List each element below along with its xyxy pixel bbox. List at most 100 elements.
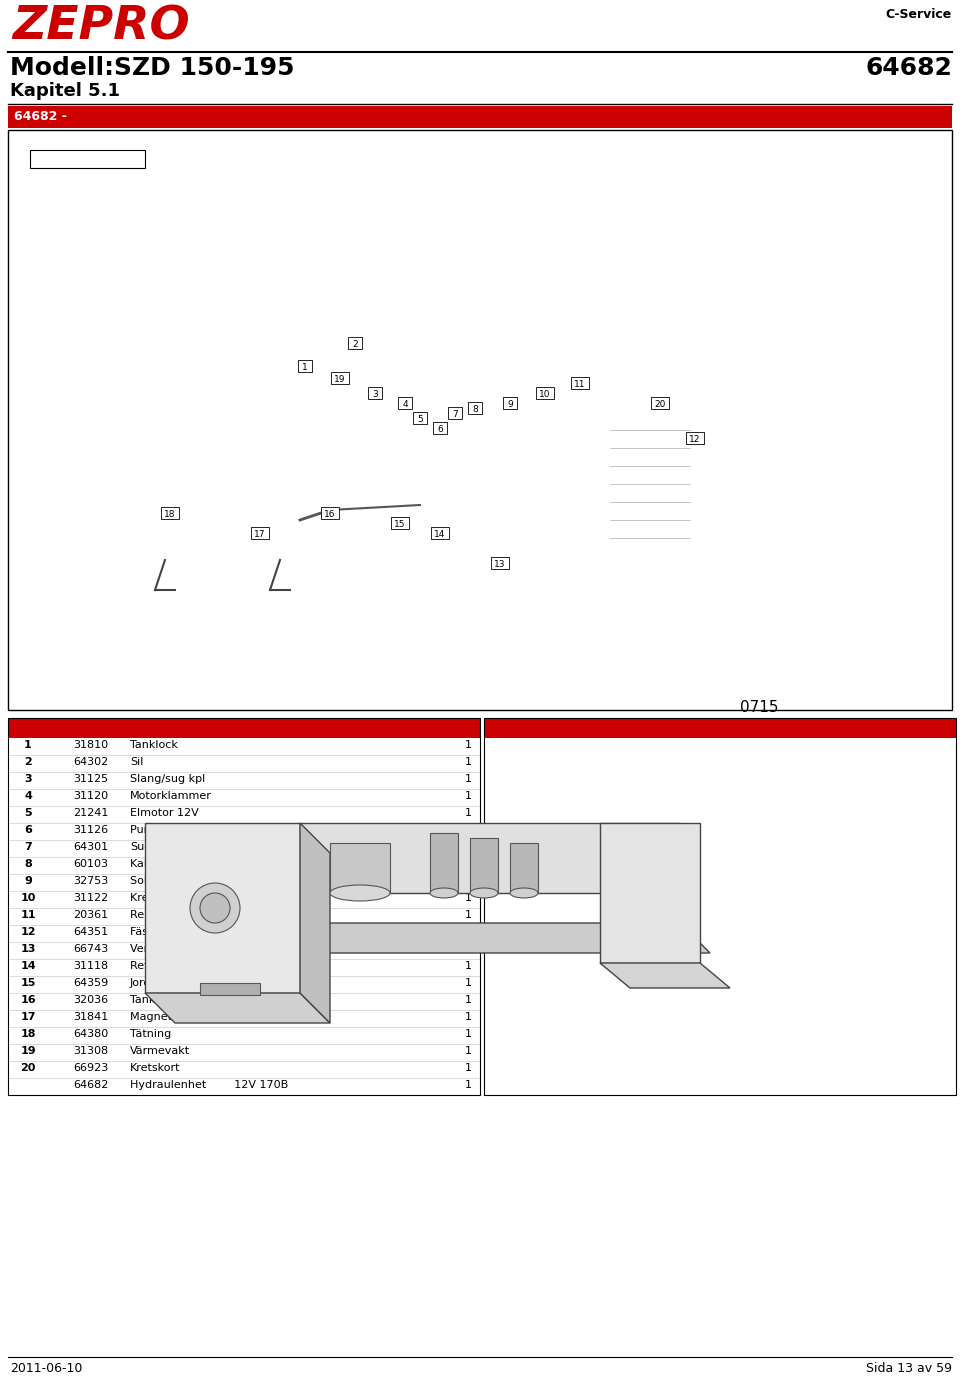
- Text: 20361: 20361: [73, 910, 108, 920]
- Text: 6: 6: [24, 826, 32, 835]
- Bar: [368, 387, 382, 400]
- Polygon shape: [600, 963, 730, 987]
- Bar: [8, 1044, 480, 1061]
- Text: 3: 3: [372, 390, 378, 400]
- Text: Tätning: Tätning: [130, 1029, 171, 1039]
- Bar: [330, 844, 390, 893]
- Polygon shape: [145, 993, 330, 1023]
- Text: 5: 5: [418, 415, 422, 425]
- Bar: [448, 407, 462, 419]
- Text: 31308: 31308: [73, 1046, 108, 1057]
- Polygon shape: [145, 823, 300, 993]
- Text: Sugvinkel: Sugvinkel: [130, 842, 184, 852]
- Text: Art. nr.: Art. nr.: [73, 721, 120, 734]
- Bar: [8, 1028, 480, 1044]
- Bar: [430, 833, 458, 893]
- Bar: [536, 387, 554, 400]
- Text: Pump P13 kpl.: Pump P13 kpl.: [130, 826, 209, 835]
- Text: 16: 16: [324, 510, 336, 519]
- Text: 64682: 64682: [865, 55, 952, 80]
- Text: 17: 17: [254, 530, 266, 539]
- Text: Jordkabel L=3m kpl.: Jordkabel L=3m kpl.: [130, 978, 242, 987]
- Text: 20: 20: [655, 400, 665, 409]
- Bar: [161, 508, 179, 519]
- Text: Benämning: Benämning: [606, 721, 681, 734]
- Text: 1: 1: [465, 910, 472, 920]
- Bar: [468, 402, 482, 414]
- Text: 32036: 32036: [73, 994, 108, 1005]
- Text: 14: 14: [20, 961, 36, 971]
- Text: 1: 1: [465, 740, 472, 750]
- Polygon shape: [600, 823, 700, 963]
- Text: 1: 1: [465, 826, 472, 835]
- Text: 64380: 64380: [73, 1029, 108, 1039]
- Text: 1: 1: [465, 842, 472, 852]
- Bar: [298, 360, 312, 372]
- Text: Returslang kpl: Returslang kpl: [130, 961, 210, 971]
- Text: 64301: 64301: [73, 842, 108, 852]
- Text: Kapitel 5.1: Kapitel 5.1: [10, 82, 120, 100]
- Bar: [651, 397, 669, 409]
- Text: 8: 8: [24, 859, 32, 869]
- Text: 1: 1: [465, 1046, 472, 1057]
- Bar: [8, 909, 480, 925]
- Text: 1: 1: [465, 1012, 472, 1022]
- Text: 15: 15: [395, 520, 406, 530]
- Text: 1: 1: [302, 362, 308, 372]
- Bar: [8, 874, 480, 891]
- Bar: [8, 772, 480, 788]
- Bar: [8, 891, 480, 909]
- Text: 1: 1: [465, 1064, 472, 1073]
- Text: 17: 17: [20, 1012, 36, 1022]
- Text: Värmevakt: Värmevakt: [130, 1046, 190, 1057]
- Bar: [503, 397, 517, 409]
- Text: Solenoid 12V: Solenoid 12V: [130, 875, 204, 887]
- Text: 5: 5: [24, 808, 32, 817]
- Text: Benämning: Benämning: [130, 721, 204, 734]
- Bar: [8, 1077, 480, 1095]
- Bar: [398, 397, 412, 409]
- Text: Motorklammer: Motorklammer: [130, 791, 212, 801]
- Text: 2: 2: [24, 757, 32, 768]
- Bar: [8, 958, 480, 976]
- Text: 1: 1: [465, 927, 472, 938]
- Bar: [8, 823, 480, 839]
- Text: Kretskort: Kretskort: [130, 1064, 180, 1073]
- Text: 1: 1: [465, 791, 472, 801]
- Bar: [321, 508, 339, 519]
- Bar: [484, 718, 956, 1095]
- Bar: [470, 838, 498, 893]
- Bar: [8, 755, 480, 772]
- Text: 64682: 64682: [73, 1080, 108, 1090]
- Text: 1: 1: [465, 994, 472, 1005]
- Text: Kabel batteri L=320 mm: Kabel batteri L=320 mm: [130, 859, 267, 869]
- Bar: [331, 372, 349, 384]
- Text: 3: 3: [24, 774, 32, 784]
- Text: Sida 13 av 59: Sida 13 av 59: [866, 1362, 952, 1375]
- Bar: [8, 106, 952, 129]
- Text: 2: 2: [352, 340, 358, 349]
- Text: 0715: 0715: [740, 700, 779, 715]
- Text: Slang/sug kpl: Slang/sug kpl: [130, 774, 205, 784]
- Bar: [8, 718, 480, 739]
- Text: 31810: 31810: [73, 740, 108, 750]
- Text: Pos: Pos: [492, 721, 516, 734]
- Text: 1: 1: [465, 757, 472, 768]
- Text: Elmotor 12V: Elmotor 12V: [130, 808, 199, 817]
- Text: Hydraulenhet        12V 170B: Hydraulenhet 12V 170B: [130, 1080, 288, 1090]
- Text: 9: 9: [24, 875, 32, 887]
- Text: 20: 20: [20, 1064, 36, 1073]
- Bar: [484, 718, 956, 739]
- Text: 7: 7: [24, 842, 32, 852]
- Bar: [8, 925, 480, 942]
- Bar: [8, 1061, 480, 1077]
- Ellipse shape: [430, 888, 458, 898]
- Text: 11: 11: [20, 910, 36, 920]
- Text: Magnetplugg M20: Magnetplugg M20: [130, 1012, 230, 1022]
- Ellipse shape: [470, 888, 498, 898]
- Text: Sil: Sil: [130, 757, 143, 768]
- Text: 8: 8: [472, 405, 478, 414]
- Text: 11: 11: [574, 380, 586, 389]
- Text: 64302: 64302: [73, 757, 108, 768]
- Text: Art. nr.: Art. nr.: [549, 721, 595, 734]
